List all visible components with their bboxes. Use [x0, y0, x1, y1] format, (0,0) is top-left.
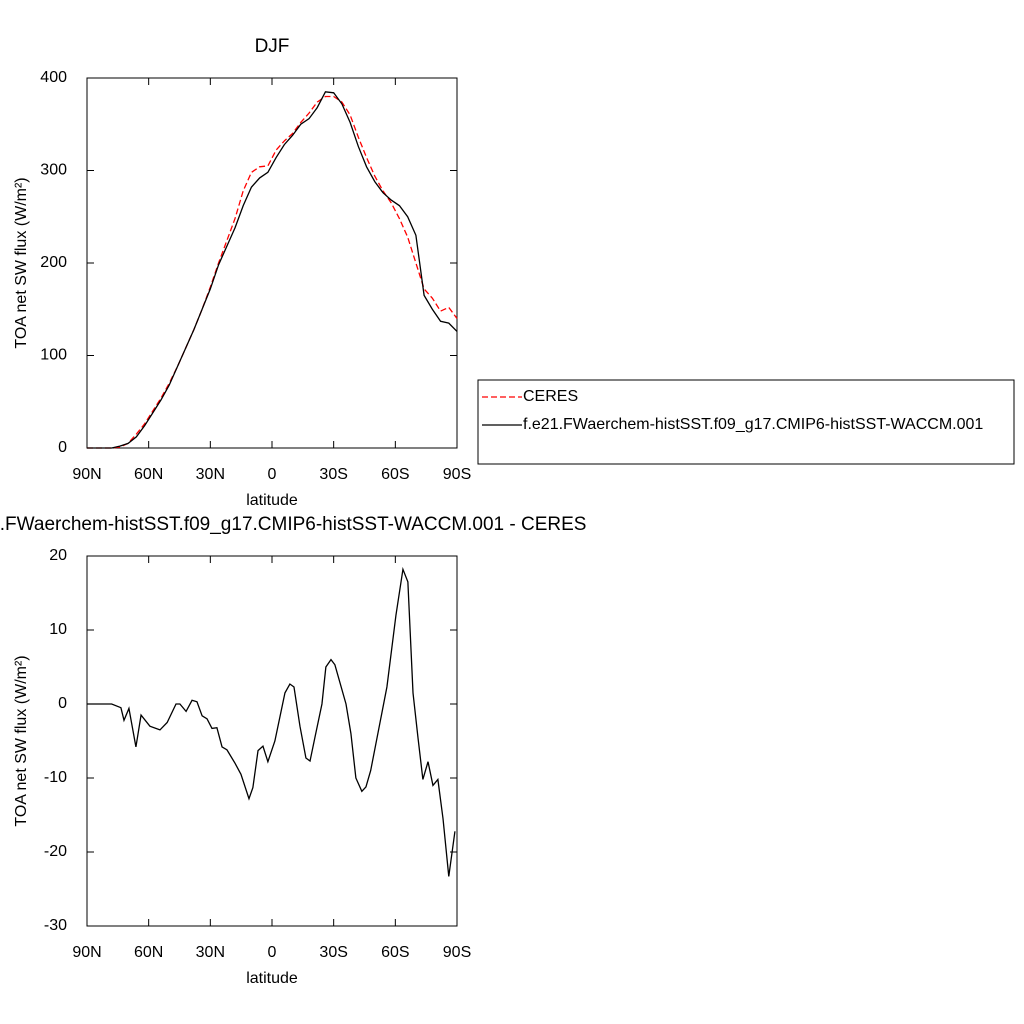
x-axis-label: latitude [246, 970, 298, 987]
y-tick-label: 10 [49, 621, 67, 638]
x-tick-label: 60S [381, 944, 409, 961]
y-tick-label: 0 [58, 695, 67, 712]
x-tick-label: 30S [319, 466, 347, 483]
data-line [87, 566, 456, 877]
x-tick-label: 90S [443, 466, 471, 483]
legend-label: f.e21.FWaerchem-histSST.f09_g17.CMIP6-hi… [523, 416, 983, 433]
x-tick-label: 60N [134, 944, 163, 961]
plot-frame [86, 555, 458, 927]
x-tick-label: 0 [268, 466, 277, 483]
y-tick-label: -30 [44, 917, 67, 934]
y-tick-label: 300 [40, 162, 67, 179]
x-tick-label: 0 [268, 944, 277, 961]
x-tick-label: 90N [72, 944, 101, 961]
y-tick-label: 20 [49, 547, 67, 564]
legend-box [477, 379, 1015, 465]
data-line [87, 91, 458, 449]
y-tick-label: 0 [58, 439, 67, 456]
x-tick-label: 60S [381, 466, 409, 483]
y-tick-label: 400 [40, 69, 67, 86]
y-axis-label: TOA net SW flux (W/m²) [13, 655, 30, 826]
x-tick-label: 30N [196, 466, 225, 483]
x-tick-label: 30S [319, 944, 347, 961]
x-axis-label: latitude [246, 492, 298, 509]
plot-frame [86, 77, 458, 449]
x-tick-label: 30N [196, 944, 225, 961]
chart-title: DJF [255, 36, 290, 57]
x-tick-label: 90N [72, 466, 101, 483]
data-line [87, 95, 458, 449]
y-tick-label: 100 [40, 347, 67, 364]
y-tick-label: 200 [40, 254, 67, 271]
y-axis-label: TOA net SW flux (W/m²) [13, 177, 30, 348]
chart-title: f.e21.FWaerchem-histSST.f09_g17.CMIP6-hi… [0, 514, 586, 535]
x-tick-label: 60N [134, 466, 163, 483]
x-tick-label: 90S [443, 944, 471, 961]
y-tick-label: -10 [44, 769, 67, 786]
y-tick-label: -20 [44, 843, 67, 860]
legend-label: CERES [523, 388, 578, 405]
